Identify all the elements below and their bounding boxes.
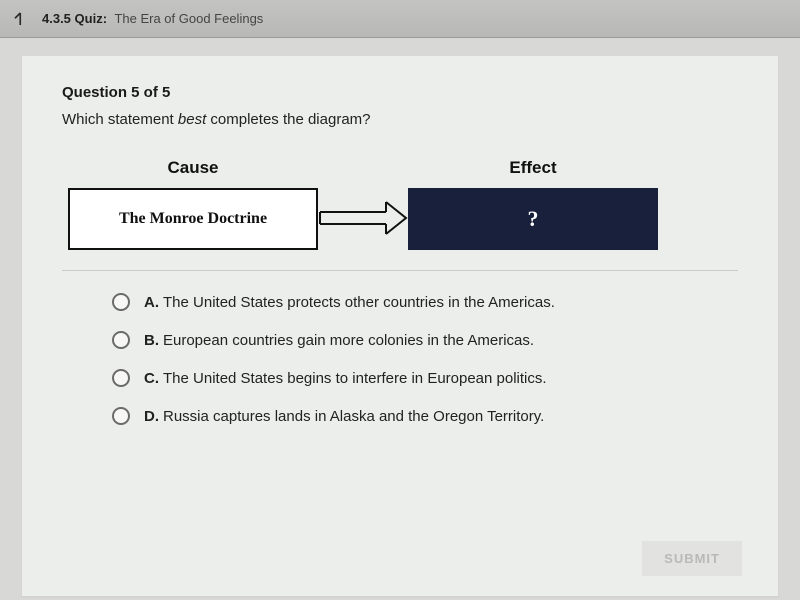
- choice-letter: B.: [144, 332, 159, 349]
- question-prompt: Which statement best completes the diagr…: [62, 111, 738, 128]
- cause-effect-diagram: Cause The Monroe Doctrine Effect ?: [62, 158, 738, 250]
- submit-button[interactable]: SUBMIT: [642, 541, 742, 576]
- choice-c[interactable]: C.The United States begins to interfere …: [112, 369, 738, 387]
- choice-d[interactable]: D.Russia captures lands in Alaska and th…: [112, 407, 738, 425]
- effect-label: Effect: [509, 158, 556, 178]
- breadcrumb: 4.3.5 Quiz: The Era of Good Feelings: [42, 11, 263, 26]
- back-icon[interactable]: [12, 10, 30, 28]
- cause-label: Cause: [167, 158, 218, 178]
- prompt-emphasis: best: [178, 111, 206, 128]
- question-counter: Question 5 of 5: [62, 84, 738, 101]
- section-title: The Era of Good Feelings: [114, 11, 263, 26]
- divider: [62, 270, 738, 271]
- choice-letter: D.: [144, 408, 159, 425]
- choice-body: Russia captures lands in Alaska and the …: [163, 408, 544, 425]
- prompt-pre: Which statement: [62, 111, 178, 128]
- cause-text: The Monroe Doctrine: [119, 210, 267, 228]
- choice-a[interactable]: A.The United States protects other count…: [112, 293, 738, 311]
- choice-text: C.The United States begins to interfere …: [144, 370, 547, 387]
- choice-text: B.European countries gain more colonies …: [144, 332, 534, 349]
- cause-column: Cause The Monroe Doctrine: [68, 158, 318, 250]
- section-number: 4.3.5: [42, 11, 71, 26]
- section-type: Quiz:: [75, 11, 108, 26]
- radio-icon: [112, 293, 130, 311]
- answer-choices: A.The United States protects other count…: [62, 293, 738, 425]
- effect-box: ?: [408, 188, 658, 250]
- radio-icon: [112, 369, 130, 387]
- choice-body: European countries gain more colonies in…: [163, 332, 534, 349]
- radio-icon: [112, 407, 130, 425]
- cause-box: The Monroe Doctrine: [68, 188, 318, 250]
- radio-icon: [112, 331, 130, 349]
- question-card: Question 5 of 5 Which statement best com…: [22, 56, 778, 596]
- choice-b[interactable]: B.European countries gain more colonies …: [112, 331, 738, 349]
- effect-column: Effect ?: [408, 158, 658, 250]
- topbar: 4.3.5 Quiz: The Era of Good Feelings: [0, 0, 800, 38]
- effect-text: ?: [528, 206, 539, 232]
- choice-letter: A.: [144, 294, 159, 311]
- choice-text: A.The United States protects other count…: [144, 294, 555, 311]
- choice-body: The United States begins to interfere in…: [163, 370, 547, 387]
- choice-letter: C.: [144, 370, 159, 387]
- choice-body: The United States protects other countri…: [163, 294, 555, 311]
- prompt-post: completes the diagram?: [206, 111, 370, 128]
- choice-text: D.Russia captures lands in Alaska and th…: [144, 408, 544, 425]
- arrow: [318, 158, 408, 250]
